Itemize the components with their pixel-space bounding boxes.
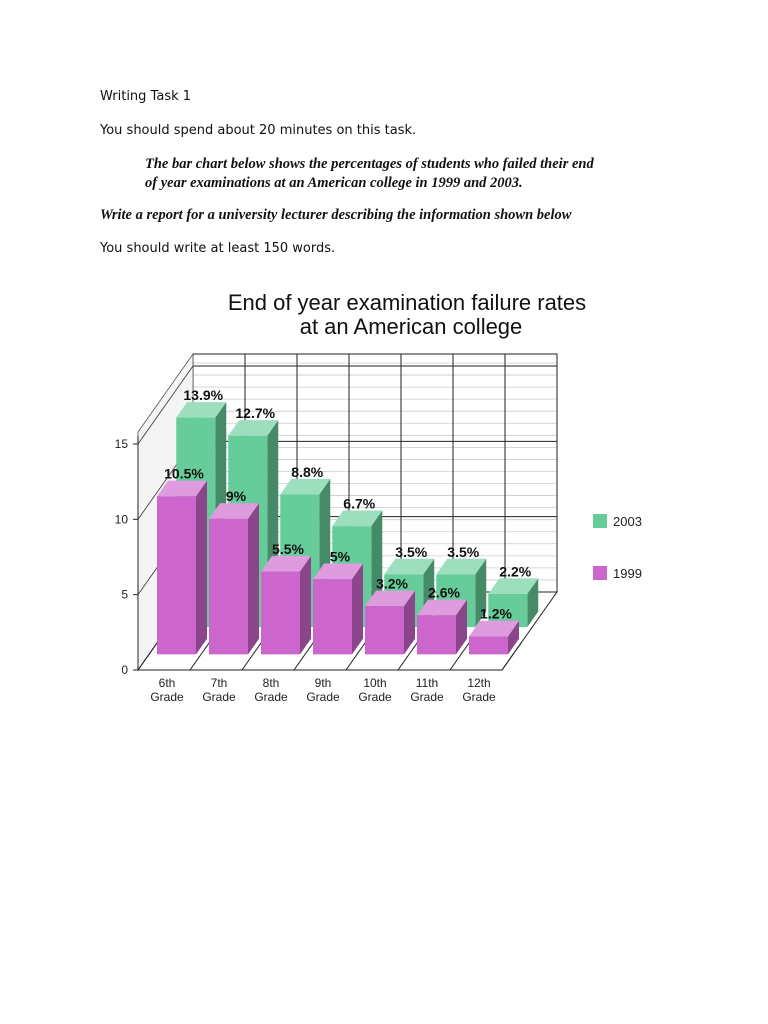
bar-top-1999 xyxy=(417,599,467,616)
x-tick-label: 8th xyxy=(263,676,280,690)
legend-label: 2003 xyxy=(613,514,642,529)
bar-1999 xyxy=(417,615,456,655)
x-tick-label: 9th xyxy=(315,676,332,690)
data-label: 5.5% xyxy=(272,541,304,557)
bar-2003 xyxy=(488,593,528,628)
floor-divider xyxy=(241,642,262,671)
bar-side-1999 xyxy=(404,590,415,655)
data-label: 3.5% xyxy=(395,544,427,560)
bar-top-2003 xyxy=(228,420,279,436)
bar-1999 xyxy=(261,571,300,655)
bar-side-1999 xyxy=(248,503,259,655)
floor-divider xyxy=(345,642,366,671)
legend-swatch-1999 xyxy=(593,566,607,580)
bar-side-2003 xyxy=(527,578,539,628)
time-note: You should spend about 20 minutes on thi… xyxy=(100,123,417,138)
data-label: 5% xyxy=(330,548,351,564)
bar-top-1999 xyxy=(209,503,259,519)
chart-title-line-1: End of year examination failure rates xyxy=(228,290,586,315)
y-tick-label: 0 xyxy=(121,663,128,677)
data-label: 12.7% xyxy=(235,405,275,421)
x-tick-label: Grade xyxy=(358,690,392,704)
x-tick-label: Grade xyxy=(462,690,496,704)
bar-top-2003 xyxy=(332,510,383,527)
chart-title-line-2: at an American college xyxy=(300,314,523,339)
bar-side-1999 xyxy=(300,555,311,655)
bar-top-2003 xyxy=(384,558,435,575)
x-tick-label: 10th xyxy=(363,676,386,690)
bar-top-1999 xyxy=(469,620,519,637)
floor-divider xyxy=(137,642,158,671)
bar-top-2003 xyxy=(436,558,487,575)
x-tick-label: 12th xyxy=(467,676,490,690)
data-label: 3.2% xyxy=(376,576,408,592)
floor-divider xyxy=(501,642,522,671)
bar-1999 xyxy=(209,518,248,655)
task-heading: Writing Task 1 xyxy=(100,89,192,104)
legend-label: 1999 xyxy=(613,566,642,581)
floor-divider xyxy=(189,642,210,671)
bar-top-1999 xyxy=(313,563,363,580)
data-label: 2.6% xyxy=(428,585,460,601)
floor-divider xyxy=(449,642,470,671)
data-label: 8.8% xyxy=(291,464,323,480)
data-label: 3.5% xyxy=(447,544,479,560)
bar-top-1999 xyxy=(365,590,415,607)
y-tick-label: 15 xyxy=(115,437,129,451)
floor-divider xyxy=(293,642,314,671)
bar-side-1999 xyxy=(456,599,467,655)
x-tick-label: 6th xyxy=(159,676,176,690)
instruction: Write a report for a university lecturer… xyxy=(100,207,572,223)
y-tick-label: 5 xyxy=(121,588,128,602)
bar-top-2003 xyxy=(488,578,539,594)
data-label: 2.2% xyxy=(499,563,531,579)
bar-top-1999 xyxy=(261,555,311,572)
bar-top-2003 xyxy=(280,478,331,495)
x-tick-label: Grade xyxy=(150,690,184,704)
floor-divider xyxy=(397,642,418,671)
data-label: 1.2% xyxy=(480,606,512,622)
x-tick-label: Grade xyxy=(254,690,288,704)
left-wall-gridline xyxy=(137,365,194,445)
x-tick-label: 11th xyxy=(416,676,438,690)
bar-side-1999 xyxy=(508,620,519,655)
x-tick-label: Grade xyxy=(202,690,236,704)
data-label: 13.9% xyxy=(183,387,223,403)
x-tick-label: 7th xyxy=(211,676,228,690)
word-note: You should write at least 150 words. xyxy=(100,241,336,256)
data-label: 6.7% xyxy=(343,496,375,512)
y-tick-label: 10 xyxy=(115,512,129,526)
bar-side-1999 xyxy=(196,480,207,655)
bar-side-1999 xyxy=(352,563,363,655)
data-label: 10.5% xyxy=(164,466,204,482)
bar-1999 xyxy=(365,606,404,655)
x-tick-label: Grade xyxy=(306,690,340,704)
bar-1999 xyxy=(313,579,352,655)
prompt-line-2: of year examinations at an American coll… xyxy=(145,175,523,191)
bar-top-2003 xyxy=(176,402,227,418)
bar-1999 xyxy=(157,496,196,655)
x-tick-label: Grade xyxy=(410,690,444,704)
prompt-line-1: The bar chart below shows the percentage… xyxy=(145,156,594,172)
bar-top-1999 xyxy=(157,480,207,497)
legend-swatch-2003 xyxy=(593,514,607,528)
data-label: 9% xyxy=(226,488,247,504)
bar-1999 xyxy=(469,636,508,655)
bar-side-2003 xyxy=(475,558,487,628)
